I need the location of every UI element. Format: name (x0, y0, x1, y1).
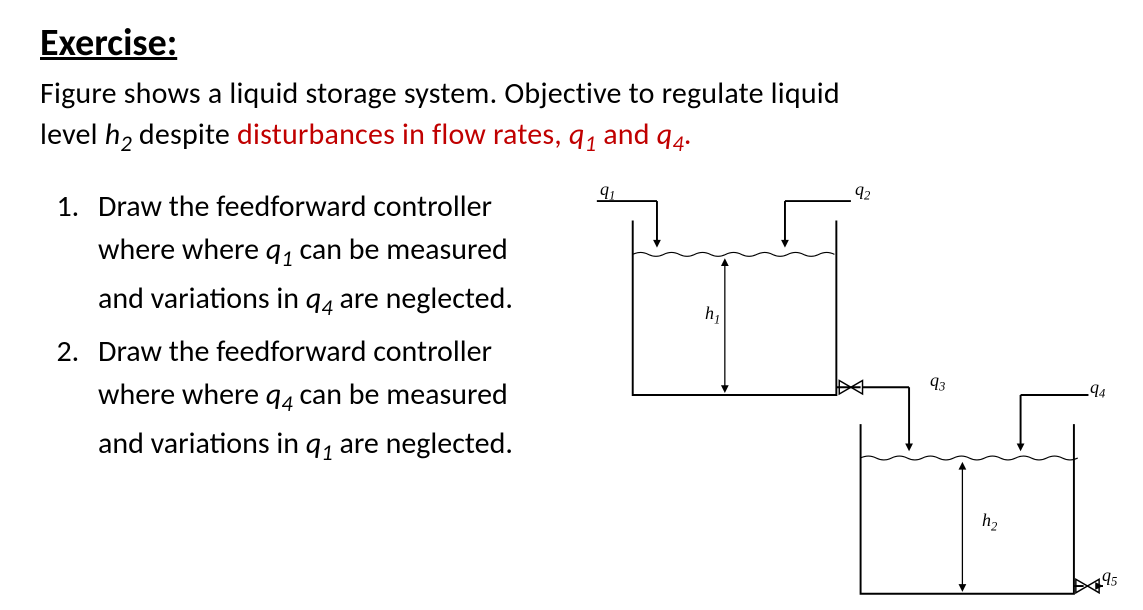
item1-qs2: 4 (321, 295, 332, 322)
intro-line2a: level (40, 116, 105, 153)
item1-qv2: q (306, 280, 321, 317)
label-h2: h2 (982, 510, 997, 535)
item2-qs: 4 (281, 391, 292, 418)
intro-h2-var: h (105, 116, 121, 153)
label-q2: q2 (855, 179, 870, 204)
label-q1: q1 (600, 179, 615, 204)
label-q4: q4 (1090, 377, 1105, 402)
intro-red1: disturbances in flow rates, (237, 116, 569, 153)
label-q5: q5 (1102, 565, 1117, 590)
content-row: Draw the feedforward controller where wh… (40, 185, 1103, 605)
item1-c: are neglected. (333, 280, 513, 317)
exercise-heading: Exercise: (40, 20, 1103, 66)
intro-text: Figure shows a liquid storage system. Ob… (40, 74, 1103, 160)
intro-period: . (684, 116, 692, 153)
tank-diagram: q1 q2 h1 q3 q4 h2 q5 (560, 185, 1103, 605)
intro-q4-var: q (657, 116, 673, 153)
item1-qv: q (266, 231, 281, 268)
tank-svg (560, 185, 1103, 605)
label-q3: q3 (930, 370, 945, 395)
intro-line1: Figure shows a liquid storage system. Ob… (40, 75, 840, 112)
intro-q1-var: q (569, 116, 585, 153)
intro-q1-sub: 1 (585, 131, 597, 158)
intro-q4-sub: 4 (672, 131, 684, 158)
label-h1: h1 (705, 303, 720, 328)
item2-qs2: 1 (321, 440, 332, 467)
item2-qv2: q (306, 425, 321, 462)
item2-c: are neglected. (333, 425, 513, 462)
item2-qv: q (266, 376, 281, 413)
list-item-1: Draw the feedforward controller where wh… (86, 185, 560, 326)
item1-qs: 1 (281, 246, 292, 273)
question-list: Draw the feedforward controller where wh… (40, 185, 560, 475)
intro-and: and (596, 116, 656, 153)
intro-line2b: despite (132, 116, 237, 153)
list-item-2: Draw the feedforward controller where wh… (86, 330, 560, 471)
intro-h2-sub: 2 (120, 131, 132, 158)
